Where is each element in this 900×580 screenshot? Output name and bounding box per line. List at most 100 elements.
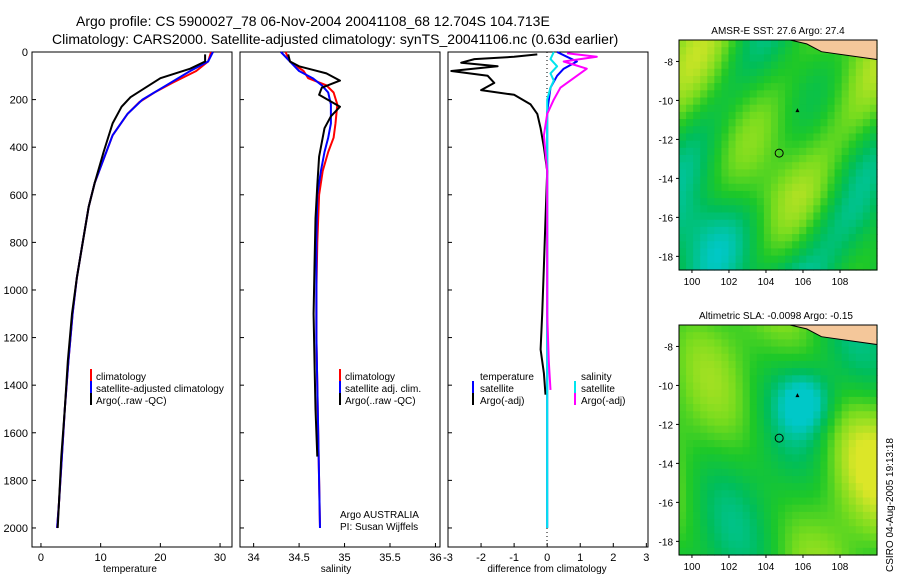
map-cell: [728, 111, 737, 120]
map-cell: [679, 389, 687, 398]
map-cell: [834, 432, 843, 441]
map-cell: [827, 97, 836, 106]
map-cell: [707, 169, 715, 178]
map-cell: [792, 404, 800, 412]
map-cell: [806, 255, 814, 264]
map-cell: [686, 47, 694, 55]
map-cell: [742, 375, 751, 384]
map-cell: [770, 382, 779, 391]
map-cell: [869, 104, 878, 113]
map-cell: [707, 198, 715, 206]
map-cell: [742, 411, 751, 420]
map-cell: [827, 133, 836, 142]
map-cell: [714, 104, 723, 113]
map-cell: [770, 255, 779, 264]
map-cell: [862, 454, 871, 463]
map-cell: [799, 90, 807, 99]
map-cell: [700, 248, 708, 257]
map-cell: [827, 226, 836, 235]
map-cell: [686, 140, 694, 149]
map-cell: [820, 212, 829, 221]
map-cell: [869, 497, 878, 506]
map-cell: [820, 205, 829, 214]
map-cell: [714, 40, 723, 48]
map-cell: [848, 255, 857, 264]
map-cell: [728, 353, 737, 362]
map-cell: [792, 119, 800, 127]
map-cell: [735, 511, 744, 520]
map-cell: [742, 155, 751, 163]
map-cell: [770, 75, 779, 84]
map-cell: [785, 83, 793, 91]
map-cell: [693, 389, 701, 398]
map-cell: [813, 83, 822, 91]
map-cell: [834, 353, 843, 362]
map-cell: [721, 504, 730, 513]
map-cell: [799, 248, 807, 257]
map-cell: [742, 461, 751, 470]
map-cell: [735, 468, 744, 477]
map-cell: [749, 234, 758, 242]
map-cell: [742, 382, 751, 391]
map-cell: [799, 183, 807, 192]
map-cell: [679, 47, 687, 55]
map-cell: [707, 205, 715, 214]
map-cell: [700, 241, 708, 250]
map-cell: [792, 97, 800, 106]
map-cell: [749, 440, 758, 448]
map-cell: [799, 447, 807, 455]
map-cell: [785, 346, 793, 355]
map-cell: [785, 504, 793, 513]
map-cell: [735, 147, 744, 156]
map-cell: [820, 75, 829, 84]
map-cell: [742, 248, 751, 257]
map-cell: [700, 526, 708, 535]
map-cell: [855, 396, 864, 405]
map-cell: [721, 226, 730, 235]
map-cell: [686, 212, 694, 221]
map-cell: [728, 75, 737, 84]
map-cell: [834, 519, 843, 527]
map-cell: [785, 90, 793, 99]
map-cell: [862, 75, 871, 84]
map-cell: [827, 75, 836, 84]
map-cell: [806, 97, 814, 106]
map-cell: [792, 346, 800, 355]
difference-xlabel: difference from climatology: [487, 564, 606, 575]
map-cell: [679, 526, 687, 535]
map-cell: [679, 190, 687, 199]
map-cell: [834, 475, 843, 484]
map-cell: [728, 219, 737, 228]
map-cell: [756, 353, 765, 362]
map-cell: [862, 126, 871, 135]
map-cell: [855, 540, 864, 549]
map-cell: [813, 190, 822, 199]
map-cell: [742, 540, 751, 549]
map-cell: [693, 360, 701, 369]
map-cell: [785, 75, 793, 84]
map-cell: [855, 468, 864, 477]
map-cell: [778, 147, 786, 156]
map-cell: [714, 346, 723, 355]
map-cell: [742, 90, 751, 99]
map-cell: [855, 432, 864, 441]
map-cell: [700, 325, 708, 333]
map-cell: [770, 68, 779, 77]
map-cell: [700, 540, 708, 549]
map-cell: [834, 468, 843, 477]
map-cell: [735, 533, 744, 542]
map-cell: [679, 104, 687, 113]
map-cell: [869, 234, 878, 242]
map-cell: [792, 396, 800, 405]
map-cell: [841, 475, 850, 484]
map-cell: [792, 475, 800, 484]
map-cell: [813, 155, 822, 163]
map-cell: [827, 234, 836, 242]
map-cell: [749, 411, 758, 420]
map-cell: [735, 97, 744, 106]
map-cell: [763, 425, 772, 434]
map-cell: [707, 183, 715, 192]
map-cell: [834, 234, 843, 242]
map-cell: [785, 111, 793, 120]
map-cell: [707, 75, 715, 84]
